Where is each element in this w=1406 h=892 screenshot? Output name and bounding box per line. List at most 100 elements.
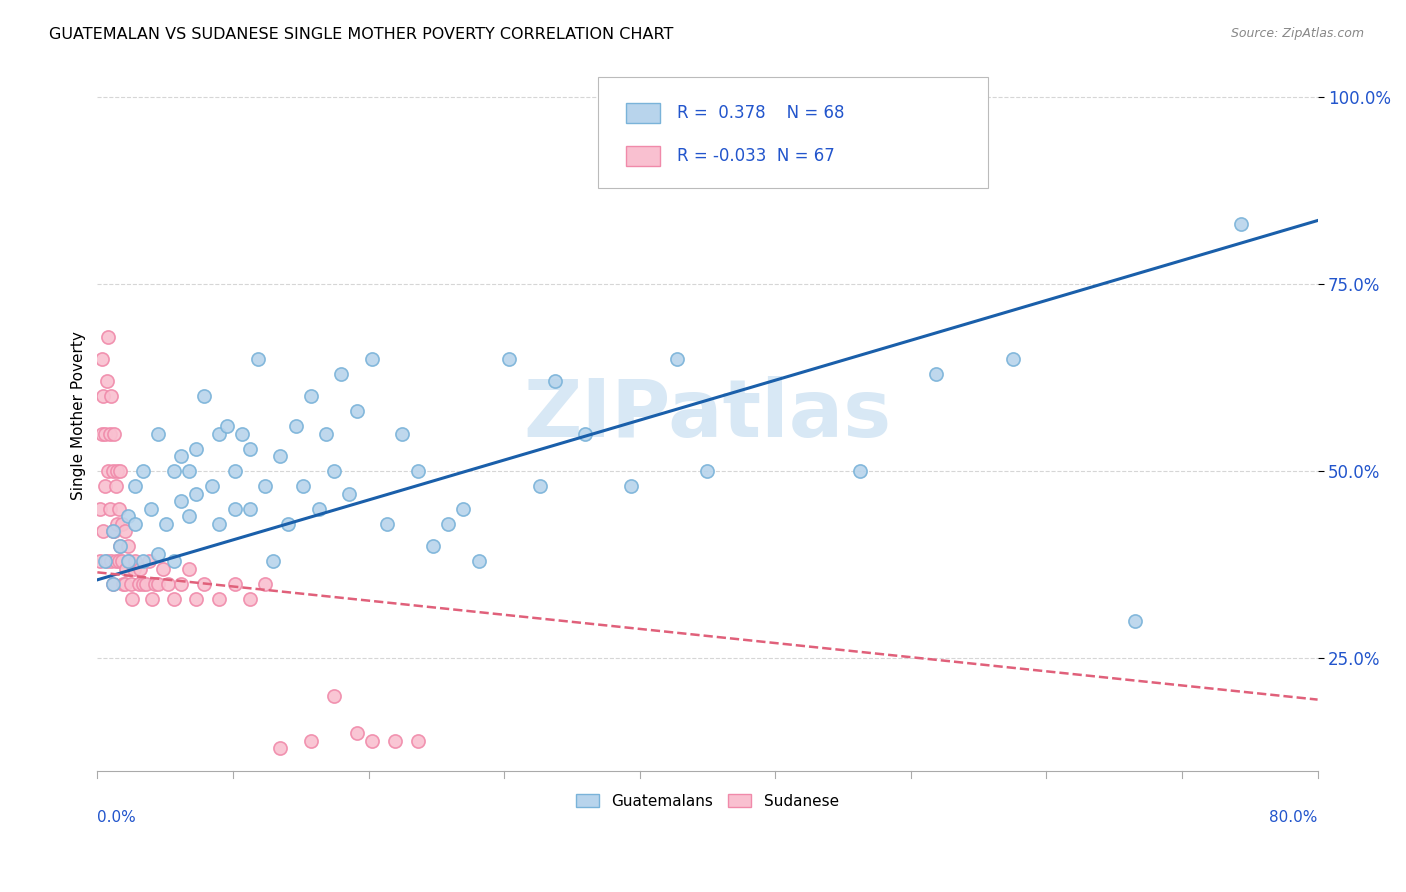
Point — [93, 524, 115, 538]
Point — [148, 547, 170, 561]
Point — [96, 375, 118, 389]
Point — [742, 143, 765, 157]
Point — [152, 561, 174, 575]
Point — [115, 561, 138, 575]
Point — [361, 733, 384, 747]
Point — [239, 591, 262, 606]
Point — [170, 494, 193, 508]
FancyBboxPatch shape — [626, 145, 659, 166]
Point — [277, 516, 299, 531]
Point — [529, 479, 551, 493]
Point — [128, 576, 150, 591]
Point — [254, 576, 277, 591]
Point — [361, 351, 384, 366]
Point — [574, 426, 596, 441]
Point — [406, 733, 429, 747]
Legend: Guatemalans, Sudanese: Guatemalans, Sudanese — [568, 786, 846, 816]
Point — [1230, 217, 1253, 231]
Point — [292, 479, 315, 493]
Point — [453, 501, 475, 516]
Point — [544, 375, 567, 389]
Point — [224, 464, 246, 478]
Point — [925, 367, 948, 381]
Point — [132, 464, 155, 478]
Point — [94, 554, 117, 568]
Point — [322, 689, 344, 703]
Point — [177, 509, 200, 524]
Point — [105, 464, 128, 478]
Point — [101, 524, 124, 538]
Point — [101, 524, 124, 538]
Point — [375, 516, 398, 531]
Point — [124, 516, 146, 531]
Point — [114, 524, 136, 538]
Point — [124, 479, 146, 493]
Point — [162, 591, 184, 606]
Point — [346, 726, 368, 740]
Point — [94, 479, 117, 493]
Text: R =  0.378    N = 68: R = 0.378 N = 68 — [676, 104, 845, 122]
Point — [170, 450, 193, 464]
Point — [299, 733, 322, 747]
Point — [101, 464, 124, 478]
Point — [103, 426, 125, 441]
Point — [101, 576, 124, 591]
Point — [117, 539, 139, 553]
Point — [132, 554, 155, 568]
Point — [107, 501, 129, 516]
Point — [98, 501, 121, 516]
Point — [246, 351, 269, 366]
Text: 80.0%: 80.0% — [1270, 810, 1317, 825]
Point — [391, 426, 413, 441]
Point — [117, 509, 139, 524]
Y-axis label: Single Mother Poverty: Single Mother Poverty — [72, 331, 86, 500]
Point — [231, 426, 253, 441]
Point — [696, 464, 718, 478]
Point — [308, 501, 330, 516]
Point — [186, 442, 208, 456]
Point — [224, 576, 246, 591]
Point — [141, 591, 163, 606]
Point — [94, 426, 117, 441]
Point — [269, 450, 291, 464]
Point — [155, 516, 177, 531]
Point — [1123, 614, 1146, 628]
Point — [139, 501, 162, 516]
Point — [124, 554, 146, 568]
Point — [93, 389, 115, 403]
Point — [422, 539, 444, 553]
Point — [239, 442, 262, 456]
Point — [103, 524, 125, 538]
Point — [110, 464, 132, 478]
Point — [148, 426, 170, 441]
Point — [96, 554, 118, 568]
Point — [193, 576, 215, 591]
Point — [89, 554, 111, 568]
Point — [111, 554, 134, 568]
Point — [177, 561, 200, 575]
Point — [101, 576, 124, 591]
Point — [118, 554, 141, 568]
Point — [100, 554, 122, 568]
Point — [224, 501, 246, 516]
Point — [107, 554, 129, 568]
Point — [215, 419, 238, 434]
Point — [110, 539, 132, 553]
Text: 0.0%: 0.0% — [97, 810, 136, 825]
Point — [269, 741, 291, 756]
Point — [170, 576, 193, 591]
Point — [122, 561, 145, 575]
Point — [105, 516, 128, 531]
Point — [384, 733, 406, 747]
Point — [129, 561, 152, 575]
Point — [97, 464, 120, 478]
Point — [620, 479, 643, 493]
Point — [262, 554, 284, 568]
Point — [162, 554, 184, 568]
Point — [208, 591, 231, 606]
Point — [208, 516, 231, 531]
Point — [89, 501, 111, 516]
Point — [112, 576, 135, 591]
Point — [98, 426, 121, 441]
Point — [330, 367, 353, 381]
